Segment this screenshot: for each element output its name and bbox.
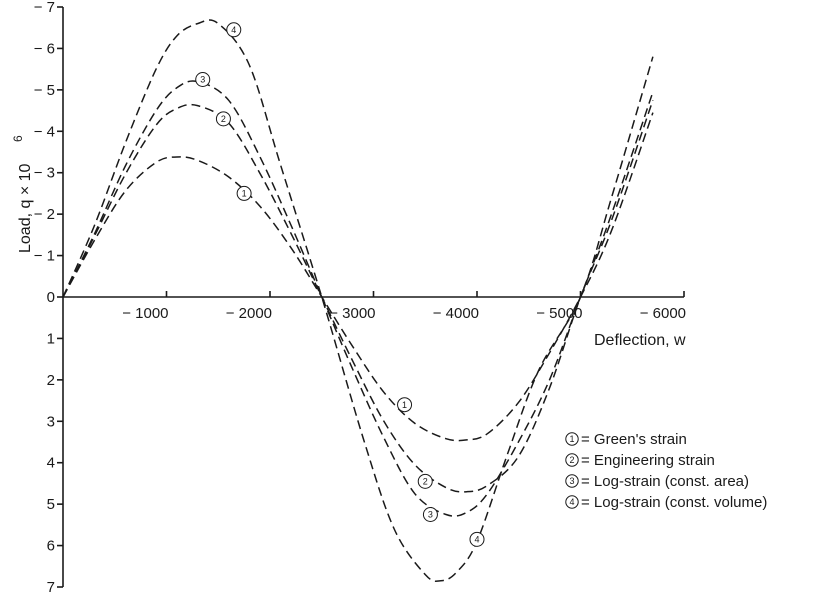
x-axis-label: Deflection, w [594,332,686,349]
curve-marker-3: 3 [195,72,211,87]
marker-circle [469,531,485,547]
legend-label: = Log-strain (const. area) [581,473,749,490]
curve-marker-1: 1 [236,185,252,201]
legend-label: = Green's strain [581,431,687,448]
x-tick-label: − 1000 [122,305,168,322]
marker-number: 3 [428,510,433,520]
y-tick-label: 5 [47,496,55,513]
marker-number: 1 [402,400,407,410]
marker-number: 3 [569,476,574,486]
y-tick-label: 2 [47,372,55,389]
curve-marker-2: 2 [417,473,433,489]
legend-marker: 4 [565,495,579,509]
marker-number: 2 [569,455,574,465]
legend: 1 = Green's strain 2 = Engineering strain 3 =… [565,431,767,511]
legend-label: = Log-strain (const. volume) [581,494,767,511]
y-tick-label: 6 [47,538,55,555]
y-tick-label: 0 [47,289,55,306]
y-tick-label: − 5 [34,82,55,99]
curve-marker-3: 3 [422,507,438,522]
legend-marker: 2 [565,453,579,467]
tick-labels: − 7 − 6 − 5 − 4 − 3 − 2 − 1 0 1 2 3 4 5 6 7 − 1000 − 200… [34,0,686,593]
legend-label: = Engineering strain [581,452,715,469]
y-tick-label: 4 [47,455,55,472]
y-tick-label: − 6 [34,40,55,57]
y-axis-label-group: Load, q × 10 6 [11,135,34,253]
series-line-1 [62,112,654,442]
marker-number: 2 [423,477,428,487]
x-tick-label: − 5000 [536,305,582,322]
marker-number: 3 [200,75,205,85]
y-tick-label: − 1 [34,248,55,265]
y-tick-label: 7 [47,579,55,593]
marker-circle [422,507,438,522]
y-tick-label: − 3 [34,165,55,182]
marker-number: 2 [221,114,226,124]
legend-entry: 1 = Green's strain [565,431,687,448]
marker-number: 1 [569,434,574,444]
y-tick-label: − 2 [34,206,55,223]
curve-marker-4: 4 [226,22,242,38]
curve-marker-2: 2 [215,111,231,127]
y-tick-label: 1 [47,330,55,347]
curve-markers: 1 1 2 2 3 3 4 4 [195,22,485,547]
series-line-2 [62,99,654,493]
y-axis-label-exponent: 6 [11,135,25,142]
curves [62,19,654,582]
series-line-4 [62,19,654,582]
marker-circle [397,397,413,413]
x-tick-label: − 2000 [226,305,272,322]
x-tick-label: − 4000 [433,305,479,322]
curve-marker-4: 4 [469,531,485,547]
marker-number: 4 [474,535,479,545]
legend-entry: 4 = Log-strain (const. volume) [565,494,767,511]
legend-entry: 3 = Log-strain (const. area) [565,473,749,490]
marker-circle [565,474,579,488]
marker-number: 4 [569,497,574,507]
marker-circle [565,432,579,446]
marker-number: 4 [231,25,236,35]
marker-circle [195,72,211,87]
marker-circle [565,453,579,467]
y-tick-label: − 4 [34,123,55,140]
y-tick-label: 3 [47,413,55,430]
legend-marker: 1 [565,432,579,446]
marker-circle [565,495,579,509]
x-tick-label: − 3000 [329,305,375,322]
series-line-3 [62,80,654,517]
y-tick-label: − 7 [34,0,55,16]
marker-number: 1 [242,189,247,199]
marker-circle [417,473,433,489]
marker-circle [226,22,242,38]
y-axis-label: Load, q × 10 [17,163,34,253]
curve-marker-1: 1 [397,397,413,413]
marker-circle [215,111,231,127]
legend-marker: 3 [565,474,579,488]
x-tick-label: − 6000 [640,305,686,322]
marker-circle [236,185,252,201]
legend-entry: 2 = Engineering strain [565,452,715,469]
